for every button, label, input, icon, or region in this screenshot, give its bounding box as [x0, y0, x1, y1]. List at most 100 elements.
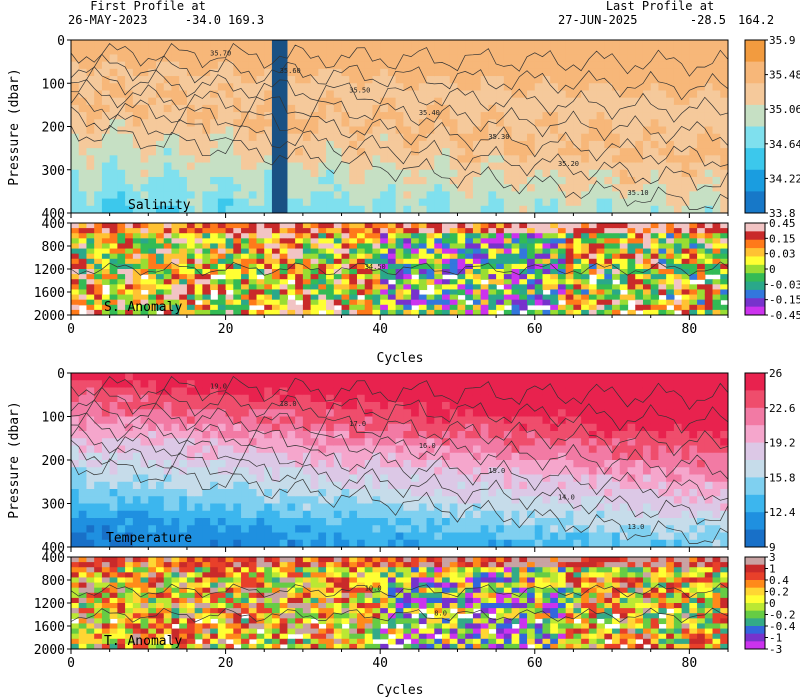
salinity-anomaly-cell	[565, 238, 575, 245]
salinity-cell	[202, 47, 211, 56]
salinity-cell	[202, 76, 211, 84]
salinity-anomaly-cell	[681, 263, 690, 270]
temperature-cell	[364, 532, 374, 541]
temperature-cell	[86, 423, 95, 432]
salinity-anomaly-cell	[573, 238, 582, 245]
temperature-cell	[310, 481, 319, 490]
salinity-anomaly-cell	[295, 258, 304, 265]
salinity-cell	[287, 90, 296, 99]
temperature-cell	[341, 380, 350, 389]
salinity-cell	[318, 198, 327, 207]
temperature-cell	[472, 489, 482, 497]
salinity-cell	[658, 184, 667, 192]
temperature-cell	[140, 373, 149, 381]
salinity-cell	[573, 54, 582, 63]
salinity-cell	[426, 40, 435, 48]
salinity-cell	[403, 155, 412, 164]
salinity-anomaly-cell	[202, 304, 211, 311]
salinity-cell	[465, 198, 474, 207]
salinity-cell	[387, 76, 397, 84]
salinity-anomaly-cell	[434, 299, 443, 306]
salinity-cell	[148, 40, 157, 48]
temperature-cell	[248, 402, 258, 410]
salinity-cell	[109, 54, 118, 63]
salinity-anomaly-cell	[186, 228, 196, 234]
salinity-cell	[248, 112, 258, 120]
salinity-cell	[94, 205, 103, 213]
temperature-cell	[326, 481, 335, 490]
temperature-cell	[264, 438, 273, 447]
temperature-cell	[248, 423, 258, 432]
salinity-anomaly-cell	[372, 248, 381, 255]
salinity-cell	[565, 126, 575, 135]
salinity-cell	[94, 68, 103, 77]
salinity-anomaly-cell	[449, 309, 459, 315]
salinity-anomaly-colorbar-swatch	[745, 231, 765, 241]
salinity-cell	[627, 90, 636, 99]
salinity-anomaly-cell	[356, 263, 366, 270]
salinity-anomaly-cell	[233, 274, 242, 280]
salinity-cell	[449, 83, 459, 92]
salinity-cell	[465, 148, 474, 156]
salinity-anomaly-cell	[488, 304, 497, 311]
salinity-anomaly-cell	[132, 253, 142, 260]
salinity-cell	[125, 112, 134, 120]
salinity-anomaly-cell	[635, 279, 644, 285]
salinity-cell	[635, 176, 644, 185]
temperature-cell	[140, 467, 149, 476]
salinity-anomaly-cell	[241, 294, 250, 301]
temperature-cell	[434, 532, 443, 541]
temperature-cell	[449, 438, 459, 447]
salinity-anomaly-cell	[341, 233, 350, 239]
salinity-anomaly-cell	[233, 279, 242, 285]
salinity-anomaly-cell	[511, 238, 520, 245]
temperature-cell	[194, 402, 203, 410]
temperature-cell	[271, 510, 281, 519]
salinity-anomaly-cell	[171, 243, 180, 250]
salinity-anomaly-cell	[503, 289, 513, 296]
salinity-anomaly-cell	[588, 233, 598, 239]
salinity-cell	[380, 90, 389, 99]
salinity-cell	[264, 68, 273, 77]
salinity-anomaly-cell	[179, 299, 188, 306]
temperature-cell	[202, 460, 211, 468]
salinity-anomaly-cell	[697, 263, 706, 270]
salinity-anomaly-cell	[117, 253, 126, 260]
salinity-anomaly-cell	[604, 248, 613, 255]
salinity-anomaly-cell	[418, 294, 428, 301]
salinity-cell	[612, 104, 621, 113]
salinity-cell	[472, 40, 482, 48]
temperature-cell	[403, 481, 412, 490]
salinity-anomaly-cell	[101, 304, 111, 311]
temperature-cell	[279, 402, 289, 410]
salinity-anomaly-cell	[403, 309, 412, 315]
salinity-anomaly-cell	[557, 274, 567, 280]
temperature-cell	[465, 525, 474, 534]
salinity-cell	[148, 140, 157, 149]
salinity-cell	[78, 112, 88, 120]
salinity-anomaly-cell	[650, 269, 660, 275]
temperature-cell	[488, 416, 497, 425]
salinity-cell	[557, 104, 567, 113]
salinity-anomaly-cell	[418, 274, 428, 280]
salinity-cell	[125, 90, 134, 99]
salinity-anomaly-cell	[488, 309, 497, 315]
salinity-cell	[403, 97, 412, 106]
temperature-cell	[179, 373, 188, 381]
temperature-cell	[341, 452, 350, 461]
salinity-cell	[550, 205, 559, 213]
temperature-cell	[109, 380, 118, 389]
salinity-cell	[333, 76, 343, 84]
salinity-anomaly-cell	[279, 284, 289, 291]
temperature-cell	[333, 402, 343, 410]
temperature-cell	[426, 452, 435, 461]
salinity-cell	[194, 162, 203, 171]
salinity-cell	[527, 155, 536, 164]
salinity-anomaly-cell	[241, 238, 250, 245]
salinity-anomaly-cell	[542, 299, 551, 306]
salinity-anomaly-cell	[658, 309, 667, 315]
salinity-cell	[132, 119, 142, 128]
salinity-anomaly-cell	[720, 233, 728, 239]
temperature-cell	[395, 510, 404, 519]
temperature-cell	[132, 416, 142, 425]
